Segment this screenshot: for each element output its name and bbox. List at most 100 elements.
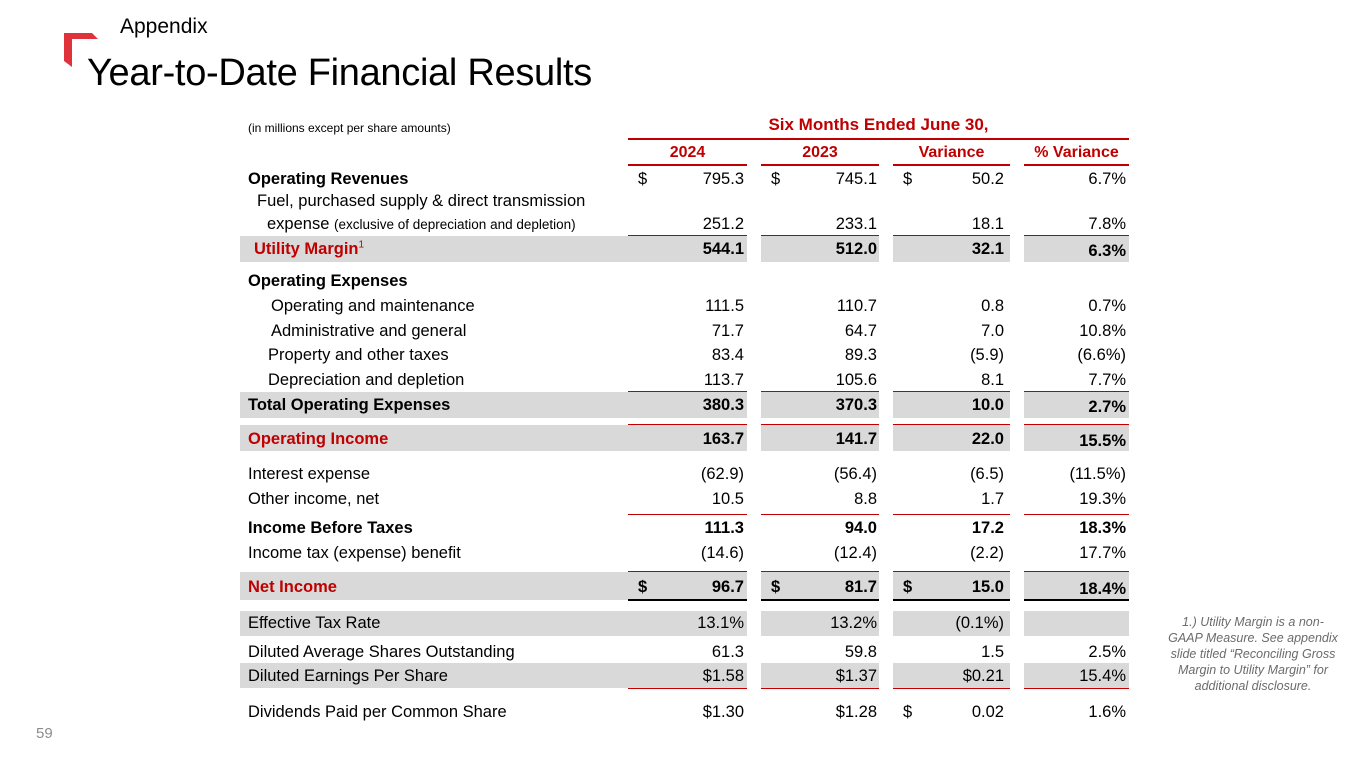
cell-2023: 64.7 (844, 322, 877, 340)
section-label: Appendix (120, 15, 208, 38)
table-row-income-tax: Income tax (expense) benefit (14.6) (12.… (0, 542, 1365, 564)
cell-pct-variance: 10.8% (1079, 322, 1126, 340)
cell-2023: 59.8 (844, 643, 877, 661)
row-label: Total Operating Expenses (248, 396, 451, 414)
cell-pct-variance: 1.6% (1088, 703, 1126, 721)
col-header-2024: 2024 (669, 144, 706, 161)
cell-2023: (56.4) (833, 465, 877, 483)
table-row-operating-income: Operating Income 163.7 141.7 22.0 15.5% (0, 428, 1365, 450)
cell-variance: 18.1 (971, 215, 1004, 233)
row-label: Depreciation and depletion (268, 371, 465, 389)
cell-variance: (2.2) (970, 544, 1004, 562)
cell-2023: 233.1 (835, 215, 877, 233)
table-row-effective-tax-rate: Effective Tax Rate 13.1% 13.2% (0.1%) (0, 612, 1365, 634)
period-rule (628, 138, 1129, 140)
cell-2024: 113.7 (703, 371, 744, 389)
cell-variance: 22.0 (971, 430, 1004, 448)
units-note: (in millions except per share amounts) (248, 121, 451, 135)
company-logo (64, 33, 98, 67)
currency-sign: $ (903, 578, 913, 596)
currency-sign: $ (771, 170, 781, 188)
cell-2024: 163.7 (702, 430, 744, 448)
row-label: Operating Income (248, 430, 389, 448)
cell-2024: 71.7 (711, 322, 744, 340)
cell-variance: 7.0 (981, 322, 1004, 340)
cell-2024: 10.5 (711, 490, 744, 508)
cell-variance: 50.2 (971, 170, 1004, 188)
table-row-utility-margin: Utility Margin1 544.1 512.0 32.1 6.3% (0, 238, 1365, 260)
cell-pct-variance: 15.5% (1079, 432, 1126, 450)
cell-2023: 13.2% (830, 614, 877, 632)
currency-sign: $ (638, 170, 648, 188)
row-label: Income Before Taxes (248, 519, 413, 537)
cell-2023: 81.7 (844, 578, 877, 596)
cell-2023: 105.6 (835, 371, 877, 389)
cell-2024: 83.4 (711, 346, 744, 364)
row-label-main: expense (267, 215, 330, 233)
cell-2024: 544.1 (702, 240, 744, 258)
cell-2024: (62.9) (700, 465, 744, 483)
band-eps (240, 663, 1129, 688)
row-label: Operating Revenues (248, 170, 409, 188)
row-label: Property and other taxes (268, 346, 449, 364)
cell-2024: 251.2 (702, 215, 744, 233)
row-label: Interest expense (248, 465, 370, 483)
row-label: Diluted Earnings Per Share (248, 667, 448, 685)
cell-2024: $1.30 (702, 703, 744, 721)
row-label: Effective Tax Rate (248, 614, 381, 632)
table-row-operating-expenses: Operating Expenses (0, 270, 1365, 292)
band-operating-income (240, 425, 1129, 451)
row-label: Operating and maintenance (271, 297, 475, 315)
table-row-net-income: Net Income $ 96.7 $ 81.7 $ 15.0 18.4% (0, 576, 1365, 598)
footnote-marker: 1 (358, 239, 365, 251)
cell-pct-variance: 6.3% (1088, 242, 1126, 260)
row-label-note: (exclusive of depreciation and depletion… (333, 217, 576, 232)
table-row-fuel-line1: Fuel, purchased supply & direct transmis… (0, 190, 1365, 212)
col-header-variance: Variance (918, 144, 985, 161)
cell-2024: 61.3 (711, 643, 744, 661)
row-label: Income tax (expense) benefit (248, 544, 461, 562)
cell-pct-variance: 7.7% (1088, 371, 1126, 389)
cell-variance: 10.0 (971, 396, 1004, 414)
table-row-dividends: Dividends Paid per Common Share $1.30 $1… (0, 701, 1365, 723)
row-label: Utility Margin1 (254, 238, 364, 260)
table-row-taxes: Property and other taxes 83.4 89.3 (5.9)… (0, 344, 1365, 366)
row-label: Fuel, purchased supply & direct transmis… (257, 192, 586, 210)
currency-sign: $ (771, 578, 781, 596)
table-row-income-before-taxes: Income Before Taxes 111.3 94.0 17.2 18.3… (0, 517, 1365, 539)
cell-2023: 745.1 (835, 170, 877, 188)
band-etr (240, 611, 1129, 636)
row-label: Operating Expenses (248, 272, 408, 290)
row-label: Other income, net (248, 490, 380, 508)
cell-2024: 111.5 (705, 297, 744, 315)
currency-sign: $ (903, 170, 913, 188)
cell-2024: 380.3 (702, 396, 744, 414)
row-label: expense (exclusive of depreciation and d… (267, 213, 576, 236)
row-label: Diluted Average Shares Outstanding (248, 643, 515, 661)
table-row-fuel: expense (exclusive of depreciation and d… (0, 213, 1365, 235)
cell-variance: 1.5 (981, 643, 1004, 661)
cell-variance: $0.21 (962, 667, 1004, 685)
band-utility-margin (240, 236, 1129, 262)
cell-2023: $1.28 (835, 703, 877, 721)
cell-2024: 96.7 (711, 578, 744, 596)
cell-2023: $1.37 (835, 667, 877, 685)
table-row-interest: Interest expense (62.9) (56.4) (6.5) (11… (0, 463, 1365, 485)
cell-2023: (12.4) (833, 544, 877, 562)
cell-variance: (0.1%) (955, 614, 1004, 632)
table-row-other-income: Other income, net 10.5 8.8 1.7 19.3% (0, 488, 1365, 510)
currency-sign: $ (638, 578, 648, 596)
band-total-opex (240, 392, 1129, 418)
cell-pct-variance: 17.7% (1079, 544, 1126, 562)
cell-pct-variance: 2.7% (1088, 398, 1126, 416)
cell-variance: 32.1 (971, 240, 1004, 258)
cell-2023: 110.7 (836, 297, 877, 315)
table-row-total-opex: Total Operating Expenses 380.3 370.3 10.… (0, 394, 1365, 416)
cell-variance: (6.5) (970, 465, 1004, 483)
table-row-diluted-shares: Diluted Average Shares Outstanding 61.3 … (0, 641, 1365, 663)
cell-2023: 370.3 (835, 396, 877, 414)
table-row-operating-revenues: Operating Revenues $ 795.3 $ 745.1 $ 50.… (0, 168, 1365, 190)
cell-pct-variance: 19.3% (1079, 490, 1126, 508)
row-label-text: Utility Margin (254, 240, 359, 258)
cell-variance: 1.7 (981, 490, 1004, 508)
